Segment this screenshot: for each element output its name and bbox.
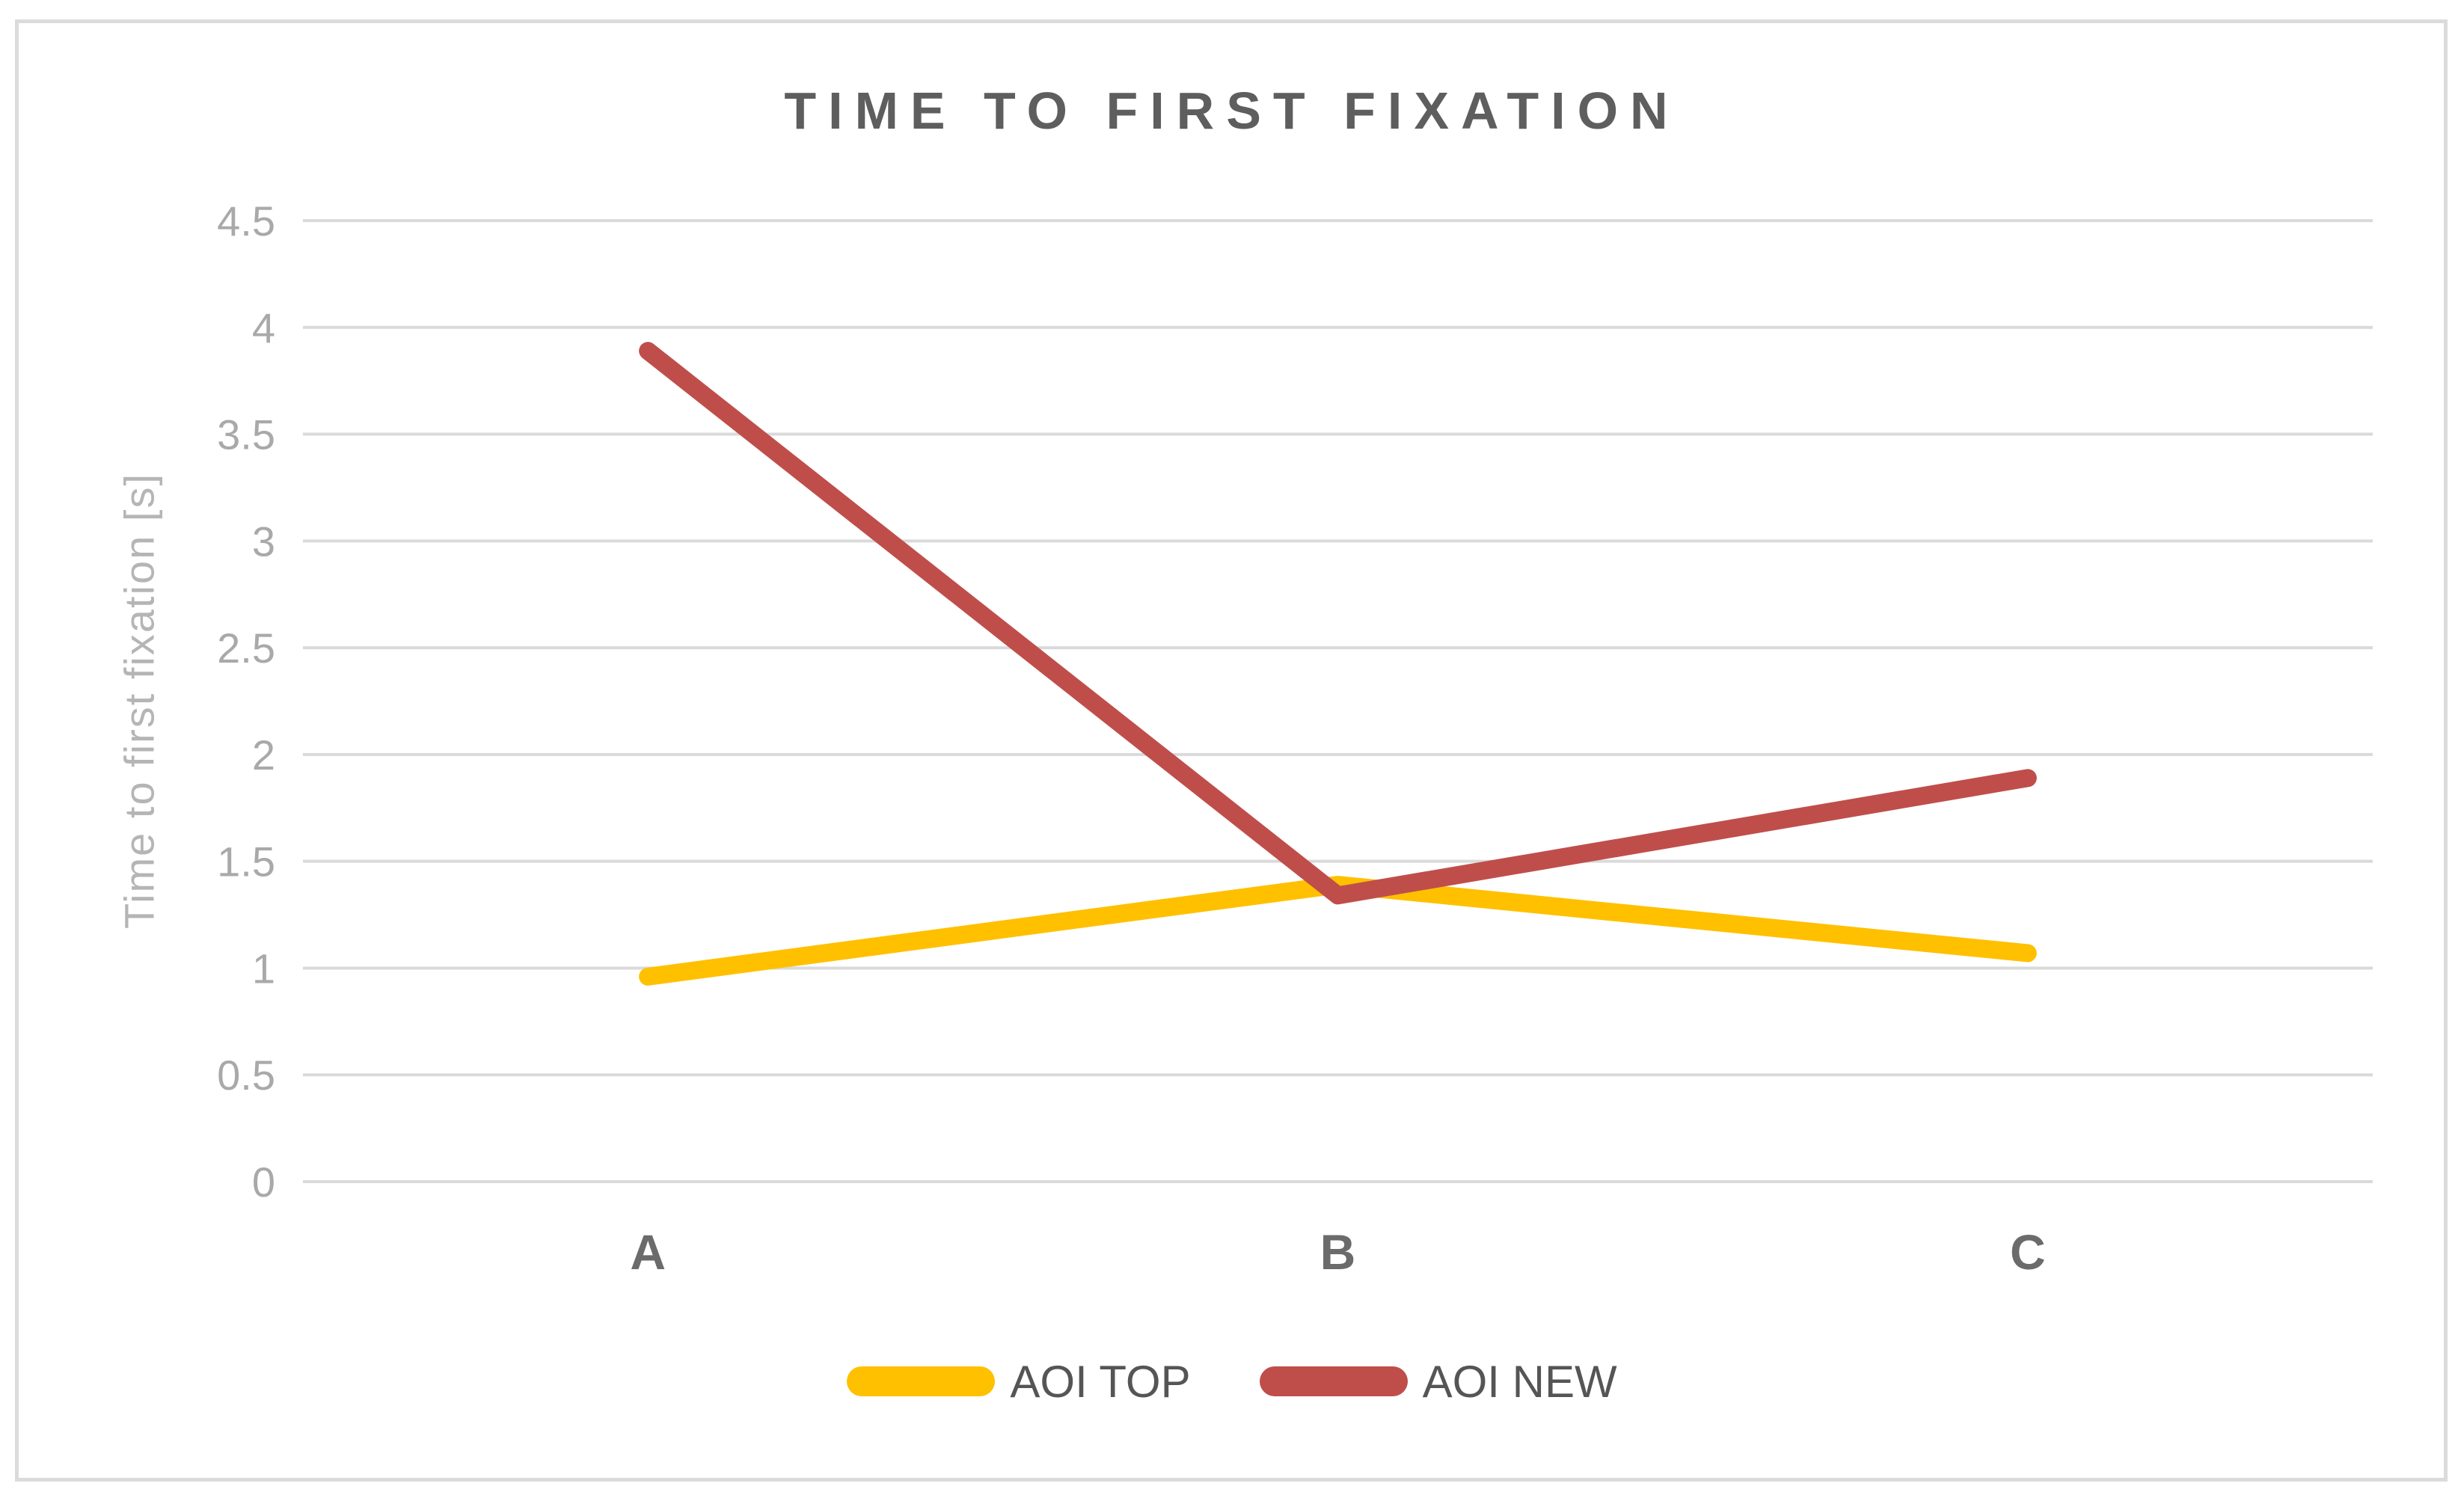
legend: AOI TOP AOI NEW: [0, 1355, 2464, 1408]
y-tick-labels: 0 0.5 1 1.5 2 2.5 3 3.5 4 4.5: [217, 197, 275, 1206]
legend-item-aoi-top: AOI TOP: [847, 1356, 1191, 1408]
y-tick-label-2.5: 2.5: [217, 624, 275, 672]
legend-label-aoi-top: AOI TOP: [1010, 1356, 1191, 1407]
legend-swatch-aoi-top: [847, 1366, 996, 1396]
x-category-labels: A B C: [630, 1224, 2045, 1280]
y-tick-label-0: 0: [252, 1158, 275, 1206]
y-tick-label-4: 4: [252, 304, 275, 352]
legend-swatch-aoi-new: [1259, 1366, 1408, 1396]
x-category-label-a: A: [630, 1224, 666, 1280]
y-tick-label-0.5: 0.5: [217, 1052, 275, 1099]
legend-label-aoi-new: AOI NEW: [1422, 1356, 1617, 1407]
gridlines: [303, 219, 2373, 1183]
y-tick-label-2: 2: [252, 731, 275, 779]
x-category-label-c: C: [2010, 1224, 2046, 1280]
chart-title: TIME TO FIRST FIXATION: [784, 82, 1680, 140]
series-lines: [639, 342, 2037, 986]
series-line-aoi-new: [639, 342, 2037, 905]
x-category-label-b: B: [1320, 1224, 1356, 1280]
y-tick-label-1: 1: [252, 945, 275, 992]
y-tick-label-3.5: 3.5: [217, 411, 275, 458]
legend-item-aoi-new: AOI NEW: [1259, 1356, 1617, 1408]
y-tick-label-1.5: 1.5: [217, 838, 275, 885]
y-tick-label-3: 3: [252, 518, 275, 565]
y-tick-label-4.5: 4.5: [217, 197, 275, 245]
